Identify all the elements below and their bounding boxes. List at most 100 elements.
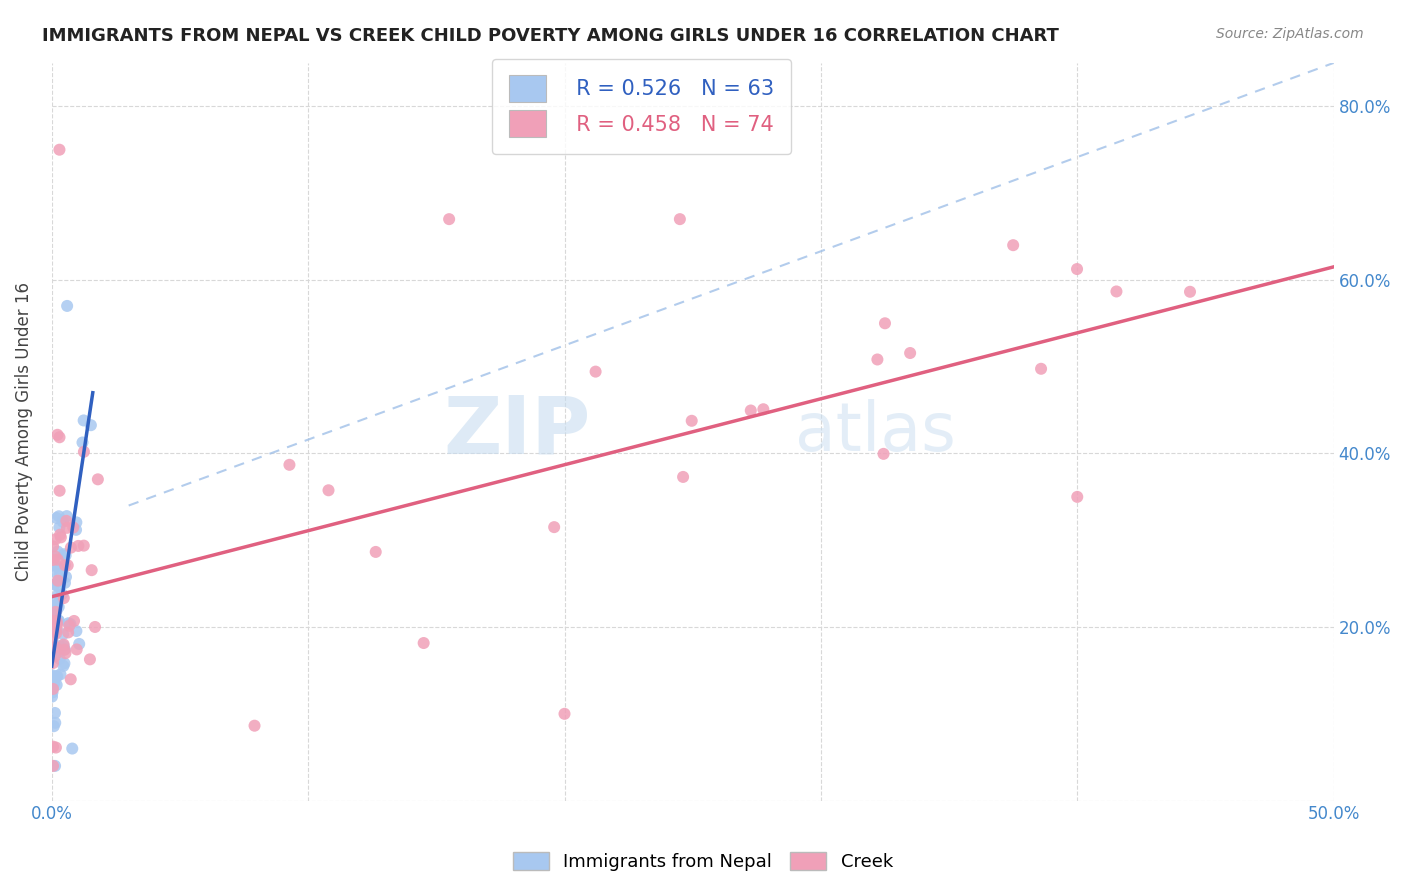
Point [48,430,70,444]
Point [46,427,69,442]
Point [49,574,72,588]
Point [46,574,69,588]
Point [87,472,110,486]
Point [44,577,66,591]
Point [45,678,67,692]
Point [45,615,67,629]
Point [65,624,87,638]
Point [48,509,70,524]
Point [72,435,94,450]
Point [46,574,69,589]
Point [412,636,434,650]
Point [42,681,65,696]
Point [681,414,703,428]
Point [49,667,72,681]
Point [42,719,65,733]
Legend: Immigrants from Nepal, Creek: Immigrants from Nepal, Creek [506,845,900,879]
Legend:   R = 0.526   N = 63,   R = 0.458   N = 74: R = 0.526 N = 63, R = 0.458 N = 74 [492,59,790,153]
Point [67,539,90,553]
Point [278,458,301,472]
Point [49,530,72,544]
Point [42,540,65,554]
Point [80,563,103,577]
Point [53,642,76,657]
Point [49,527,72,541]
Point [63,614,86,628]
Point [553,706,575,721]
Point [42,656,65,670]
Point [79,652,101,666]
Point [49,567,72,582]
Point [51,587,73,601]
Point [59,541,82,555]
Point [44,759,66,773]
Point [53,657,76,671]
Point [44,601,66,615]
Point [45,605,67,619]
Point [42,668,65,682]
Point [45,599,67,613]
Point [48,143,70,157]
Point [52,515,75,529]
Point [48,639,70,653]
Point [73,539,96,553]
Point [1066,262,1088,277]
Text: IMMIGRANTS FROM NEPAL VS CREEK CHILD POVERTY AMONG GIRLS UNDER 16 CORRELATION CH: IMMIGRANTS FROM NEPAL VS CREEK CHILD POV… [42,27,1059,45]
Point [48,561,70,575]
Point [1066,490,1088,504]
Point [60,741,83,756]
Point [52,591,75,605]
Point [46,591,69,606]
Point [46,552,69,566]
Point [59,673,82,687]
Point [672,470,695,484]
Point [437,212,460,227]
Point [45,511,67,525]
Point [73,444,96,458]
Point [1178,285,1201,299]
Point [41,642,63,657]
Point [55,514,77,528]
Point [44,715,66,730]
Point [243,719,266,733]
Point [55,646,77,660]
Point [44,706,66,720]
Point [42,614,65,628]
Point [48,652,70,666]
Text: ZIP: ZIP [443,392,591,471]
Point [53,575,76,590]
Text: atlas: atlas [796,399,956,465]
Point [53,558,76,573]
Point [1029,361,1052,376]
Point [44,533,66,547]
Point [45,626,67,640]
Point [46,643,69,657]
Point [46,598,69,612]
Point [65,523,87,537]
Point [752,402,775,417]
Point [73,413,96,427]
Point [543,520,565,534]
Point [42,611,65,625]
Point [58,618,80,632]
Point [41,669,63,683]
Point [56,558,79,573]
Point [52,639,75,653]
Point [48,645,70,659]
Point [898,346,921,360]
Point [48,614,70,628]
Point [45,559,67,574]
Point [65,516,87,530]
Point [53,642,76,657]
Point [56,521,79,535]
Point [1105,285,1128,299]
Point [55,509,77,524]
Point [62,520,84,534]
Y-axis label: Child Poverty Among Girls Under 16: Child Poverty Among Girls Under 16 [15,282,32,582]
Point [1002,238,1025,252]
Point [48,599,70,614]
Point [46,614,69,628]
Point [46,579,69,593]
Point [41,564,63,578]
Point [42,616,65,631]
